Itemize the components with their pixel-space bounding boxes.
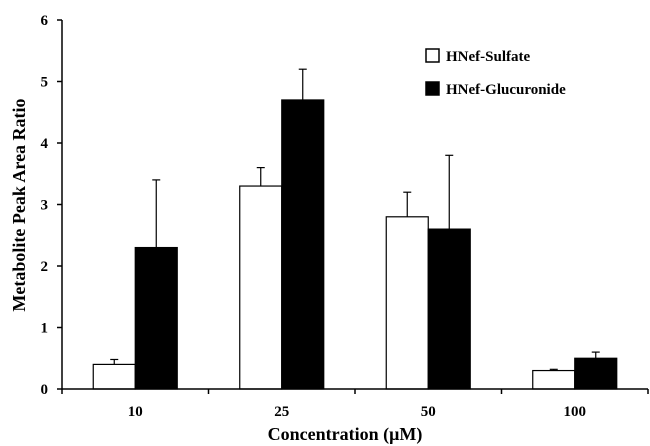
bar-hnef-sulfate-50 [385, 216, 429, 390]
bar-hnef-glucuronide-10 [134, 246, 178, 390]
bar-hnef-sulfate-25 [239, 185, 283, 390]
y-axis-title: Metabolite Peak Area Ratio [9, 98, 29, 311]
y-tick-label-6: 6 [41, 13, 49, 29]
y-tick-label-2: 2 [41, 259, 49, 275]
bars-layer [92, 99, 618, 390]
legend-swatch-glucuronide [425, 81, 440, 96]
y-tick-label-0: 0 [41, 382, 49, 398]
y-tick-label-4: 4 [41, 136, 49, 152]
x-tick-label-100: 100 [564, 404, 587, 420]
legend-label-glucuronide: HNef-Glucuronide [446, 82, 566, 98]
x-axis-title: Concentration (μM) [268, 424, 423, 445]
bar-hnef-glucuronide-50 [427, 228, 471, 390]
x-tick-label-25: 25 [274, 404, 289, 420]
axes-layer [57, 19, 649, 394]
legend-swatch-sulfate [425, 48, 440, 63]
legend: HNef-Sulfate HNef-Glucuronide [425, 48, 566, 98]
tick-labels-layer: 10 25 50 100 0 1 2 3 4 5 6 [41, 13, 587, 420]
error-bars-layer [110, 68, 600, 371]
legend-label-sulfate: HNef-Sulfate [446, 49, 530, 65]
bar-hnef-glucuronide-25 [281, 99, 325, 390]
y-tick-label-3: 3 [41, 198, 49, 214]
bar-hnef-glucuronide-100 [574, 357, 618, 390]
x-tick-label-50: 50 [421, 404, 436, 420]
y-tick-label-5: 5 [41, 75, 49, 91]
bar-hnef-sulfate-100 [532, 369, 576, 390]
y-tick-label-1: 1 [41, 321, 49, 337]
bar-hnef-sulfate-10 [92, 363, 136, 390]
x-tick-label-10: 10 [128, 404, 143, 420]
